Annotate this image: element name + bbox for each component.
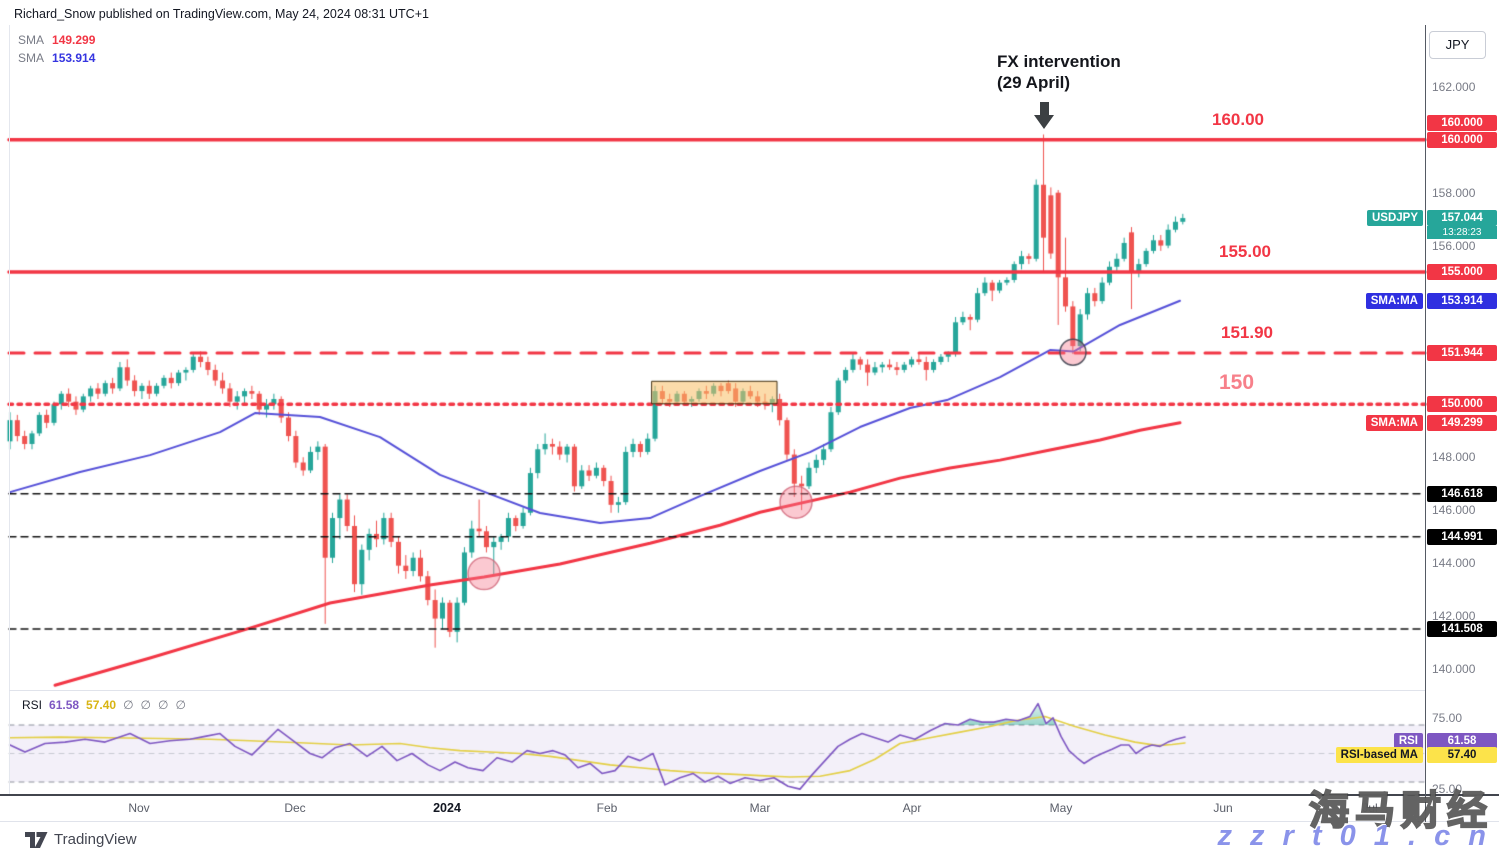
time-axis-label-mar[interactable]: Mar — [749, 801, 771, 815]
rsi-axis-badge: 61.58 — [1427, 732, 1497, 749]
rsi-axis-badge: 57.40 — [1427, 746, 1497, 763]
rsi-empty-param: ∅ — [157, 698, 169, 712]
sma-legend-row[interactable]: SMA 153.914 — [18, 51, 95, 69]
price-tick-label: 142.000 — [1432, 608, 1476, 623]
fx-annotation-line1: FX intervention — [997, 52, 1121, 71]
sma-label: SMA — [18, 51, 45, 65]
rsi-tick-label: 25.00 — [1432, 782, 1463, 797]
time-axis-label-dec[interactable]: Dec — [284, 801, 306, 815]
rsi-empty-param: ∅ — [175, 698, 186, 712]
price-tick-label: 148.000 — [1432, 450, 1476, 465]
rsi-legend: RSI 61.58 57.40 ∅ ∅ ∅ ∅ — [22, 698, 200, 712]
sma-value: 149.299 — [52, 33, 96, 47]
time-axis-label-may[interactable]: May — [1049, 801, 1073, 815]
down-arrow-icon — [1034, 115, 1054, 129]
rsi-badge-side-label: RSI-based MA — [1335, 746, 1423, 763]
tradingview-logo-icon — [25, 831, 48, 848]
price-badge-side-label: SMA:MA — [1365, 292, 1423, 309]
rsi-empty-params: ∅ ∅ ∅ ∅ — [123, 698, 193, 712]
pane-separator[interactable] — [9, 690, 1425, 691]
time-axis-label-nov[interactable]: Nov — [128, 801, 150, 815]
price-axis-badge: 150.000 — [1427, 396, 1497, 413]
rsi-value: 61.58 — [49, 698, 80, 712]
sma-legend-row[interactable]: SMA 149.299 — [18, 33, 95, 51]
level-price-label: 155.00 — [1219, 242, 1271, 262]
price-axis-badge: 160.000 — [1427, 114, 1497, 131]
price-axis-badge: 155.000 — [1427, 264, 1497, 281]
fx-intervention-annotation: FX intervention (29 April) — [997, 51, 1121, 93]
rsi-empty-param: ∅ — [140, 698, 151, 712]
tradingview-logo-text: TradingView — [54, 831, 137, 848]
fx-annotation-line2: (29 April) — [997, 73, 1071, 92]
price-axis-badge: 141.508 — [1427, 620, 1497, 637]
price-axis-badge: 144.991 — [1427, 528, 1497, 545]
rsi-label: RSI — [22, 698, 43, 712]
price-badge-time: 13:28:23 — [1427, 225, 1497, 239]
price-tick-label: 146.000 — [1432, 503, 1476, 518]
price-axis-badge: 149.299 — [1427, 414, 1497, 431]
watermark-cjk: 海马财经 — [1308, 788, 1493, 834]
price-axis-badge: 160.000 — [1427, 131, 1497, 148]
rsi-tick-label: 75.00 — [1432, 710, 1463, 725]
price-tick-label: 140.000 — [1432, 661, 1476, 676]
price-axis-border — [1425, 25, 1426, 822]
rsi-badge-side-label: RSI — [1393, 732, 1423, 749]
attribution-text: Richard_Snow published on TradingView.co… — [14, 7, 429, 21]
price-badge-side-label: SMA:MA — [1365, 414, 1423, 431]
level-price-label: 150 — [1219, 371, 1255, 395]
level-price-label: 160.00 — [1212, 109, 1264, 129]
down-arrow-icon — [1040, 102, 1049, 116]
time-axis-label-jun[interactable]: Jun — [1213, 801, 1233, 815]
time-axis-label-apr[interactable]: Apr — [902, 801, 922, 815]
price-tick-label: 144.000 — [1432, 556, 1476, 571]
time-axis-label-2024[interactable]: 2024 — [433, 801, 461, 815]
tradingview-logo[interactable]: TradingView — [25, 831, 137, 848]
price-axis-badge: 153.914 — [1427, 292, 1497, 309]
bottom-border — [0, 821, 1499, 822]
price-tick-label: 158.000 — [1432, 185, 1476, 200]
price-axis-badge: 157.044 — [1427, 209, 1497, 226]
level-price-label: 151.90 — [1221, 322, 1273, 342]
price-axis[interactable]: JPY 162.000 158.000 156.000 148.000 146.000 1… — [1425, 0, 1499, 857]
time-axis-label-feb[interactable]: Feb — [596, 801, 618, 815]
time-axis-label-jul[interactable]: Jul — [1362, 801, 1378, 815]
sma-value: 153.914 — [52, 51, 96, 65]
price-badge-side-label: USDJPY — [1366, 209, 1423, 226]
rsi-ma-value: 57.40 — [86, 698, 117, 712]
rsi-empty-param: ∅ — [123, 698, 134, 712]
chart-left-border — [9, 25, 10, 794]
watermark-url: z z r t 0 1 . c n — [1217, 820, 1491, 852]
price-tick-label: 156.000 — [1432, 238, 1476, 253]
price-axis-badge: 146.618 — [1427, 485, 1497, 502]
sma-label: SMA — [18, 33, 45, 47]
timeaxis-separator — [0, 794, 1499, 796]
currency-button[interactable]: JPY — [1429, 31, 1486, 59]
price-axis-badge: 151.944 — [1427, 344, 1497, 361]
price-tick-label: 162.000 — [1432, 79, 1476, 94]
indicator-legend: SMA 149.299 SMA 153.914 — [18, 33, 95, 69]
